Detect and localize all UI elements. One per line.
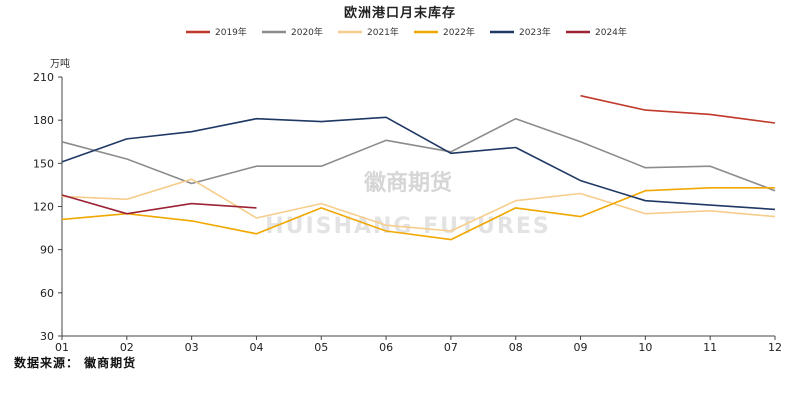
x-tick-label: 03 — [185, 341, 199, 354]
axes: 30 60 90 120 150 180 210 01 02 03 04 05 06 07 08 09 10 11… — [33, 71, 782, 354]
legend: 2019年 2020年 2021年 2022年 2023年 2024年 — [186, 26, 627, 38]
y-axis-unit: 万吨 — [50, 57, 70, 70]
x-tick-label: 04 — [249, 341, 263, 354]
x-tick-label: 02 — [120, 341, 134, 354]
series-line-2022年 — [61, 187, 775, 241]
legend-label: 2020年 — [291, 26, 323, 38]
watermark-cn: 徽商期货 — [363, 170, 452, 196]
x-tick-label: 07 — [444, 341, 458, 354]
x-tick-label: 08 — [509, 341, 523, 354]
x-tick-label: 12 — [768, 341, 782, 354]
series-line-2020年 — [61, 117, 776, 192]
legend-label: 2019年 — [215, 26, 247, 38]
x-tick-label: 11 — [703, 341, 717, 354]
x-tick-label: 10 — [638, 341, 652, 354]
series-group — [61, 94, 776, 241]
source-note: 数据来源： 徽商期货 — [14, 356, 137, 370]
y-tick-label: 180 — [33, 114, 54, 127]
y-tick-label: 120 — [33, 201, 54, 214]
x-tick-label: 01 — [55, 341, 69, 354]
y-tick-label: 90 — [40, 244, 54, 257]
legend-label: 2024年 — [595, 26, 627, 38]
y-tick-label: 210 — [33, 71, 54, 84]
y-tick-label: 150 — [33, 157, 54, 170]
y-tick-label: 60 — [40, 287, 54, 300]
y-tick-label: 30 — [40, 330, 54, 343]
chart-title: 欧洲港口月末库存 — [344, 5, 456, 21]
series-line-2021年 — [61, 178, 776, 232]
x-tick-label: 05 — [314, 341, 328, 354]
x-tick-label: 09 — [574, 341, 588, 354]
x-tick-label: 06 — [379, 341, 393, 354]
legend-label: 2023年 — [519, 26, 551, 38]
legend-label: 2022年 — [443, 26, 475, 38]
series-line-2023年 — [61, 116, 776, 211]
series-line-2019年 — [580, 94, 776, 124]
legend-label: 2021年 — [367, 26, 399, 38]
series-line-2024年 — [61, 194, 257, 215]
